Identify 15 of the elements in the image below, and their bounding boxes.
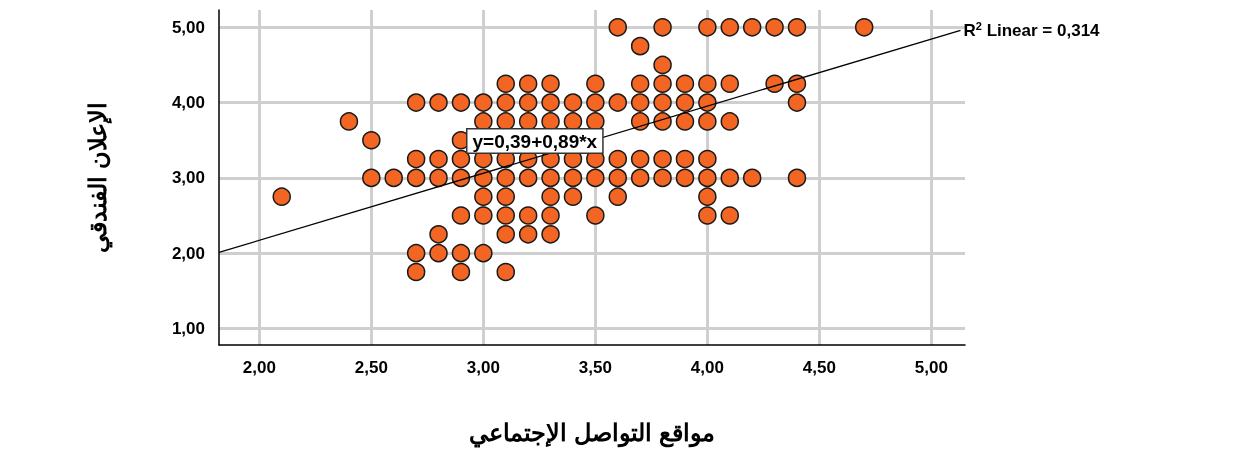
y-tick-label: 3,00: [171, 168, 205, 188]
annotation: y=0,39+0,89*x: [472, 130, 598, 152]
y-tick-label: 2,00: [171, 243, 205, 263]
x-tick-label: 2,00: [242, 358, 276, 377]
y-axis-title: الإعلان الفندقي: [83, 102, 113, 253]
x-axis-title: مواقع التواصل الإجتماعي: [469, 418, 715, 448]
x-tick-label: 4,00: [690, 358, 724, 377]
x-tick-label: 4,50: [802, 358, 836, 377]
y-tick-label: 1,00: [171, 318, 205, 338]
y-tick-label: 5,00: [171, 17, 205, 37]
x-tick-label: 3,00: [466, 358, 500, 377]
x-tick-label: 2,50: [354, 358, 388, 377]
x-tick-label: 5,00: [914, 358, 948, 377]
y-tick-label: 4,00: [171, 93, 205, 113]
x-tick-label: 3,50: [578, 358, 612, 377]
